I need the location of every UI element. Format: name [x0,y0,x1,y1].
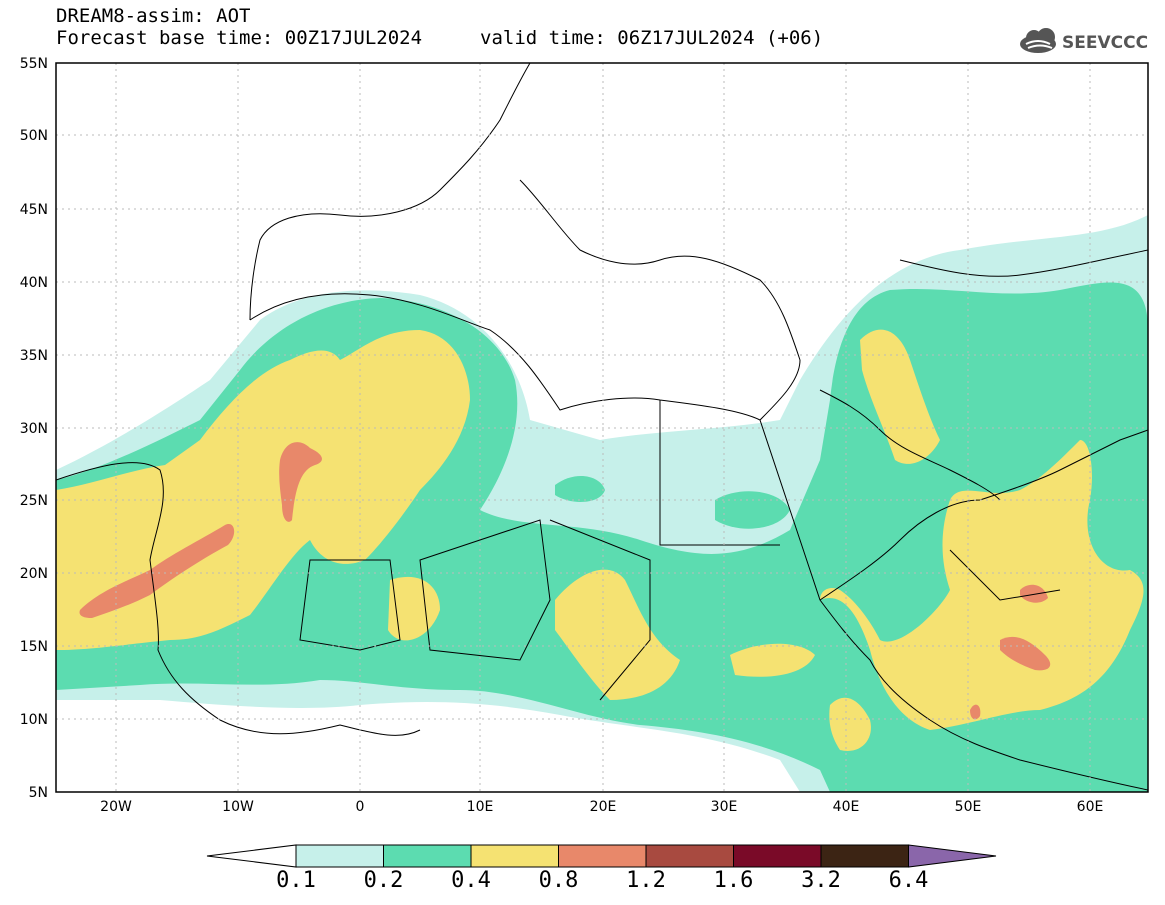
colorbar-swatch [295,844,384,868]
seevccc-logo: SEEVCCC [1020,28,1148,53]
lon-label: 10W [222,799,254,815]
lon-label: 20W [100,799,132,815]
lat-label: 25N [20,493,48,509]
colorbar-swatch [820,844,909,868]
lon-label: 50E [955,799,982,815]
lat-label: 30N [20,421,48,437]
colorbar-swatch [470,844,559,868]
lat-label: 55N [20,56,48,72]
lat-label: 45N [20,202,48,218]
lat-label: 35N [20,348,48,364]
lat-label: 10N [20,712,48,728]
aot-field [56,215,1148,792]
coastlines [56,63,1148,791]
colorbar-label: 1.6 [713,868,754,893]
latitude-axis: 55N 50N 45N 40N 35N 30N 25N 20N 15N 10N … [20,56,48,801]
colorbar-label: 0.4 [451,868,491,893]
lat-label: 50N [20,128,48,144]
lon-label: 0 [356,799,365,815]
colorbar-swatch [558,844,647,868]
colorbar-over-arrow [908,844,997,868]
aot-band-0.8 [79,442,1051,720]
lon-label: 10E [467,799,494,815]
colorbar-label: 3.2 [801,868,841,893]
lat-label: 15N [20,639,48,655]
lat-label: 20N [20,566,48,582]
colorbar-label: 0.2 [363,868,404,893]
map-title: DREAM8-assim: AOT [56,5,251,27]
colorbar-label: 1.2 [626,868,666,893]
lon-label: 60E [1077,799,1104,815]
colorbar-label: 0.1 [276,868,316,893]
gridlines [56,63,1148,792]
colorbar-swatch [645,844,734,868]
colorbar-label: 0.8 [538,868,579,893]
colorbar-swatch [733,844,822,868]
colorbar-under-arrow [206,844,297,868]
colorbar-label: 6.4 [888,868,929,893]
lon-label: 40E [833,799,860,815]
lat-label: 40N [20,275,48,291]
forecast-base-time: Forecast base time: 00Z17JUL2024 [56,27,423,49]
logo-text: SEEVCCC [1062,33,1148,53]
colorbar [206,844,997,868]
valid-time: valid time: 06Z17JUL2024 (+06) [480,27,824,49]
lat-label: 5N [29,785,48,801]
colorbar-swatch [383,844,472,868]
map-frame [55,62,1149,793]
lon-label: 30E [711,799,738,815]
longitude-axis: 20W 10W 0 10E 20E 30E 40E 50E 60E [100,799,1103,815]
lon-label: 20E [590,799,617,815]
